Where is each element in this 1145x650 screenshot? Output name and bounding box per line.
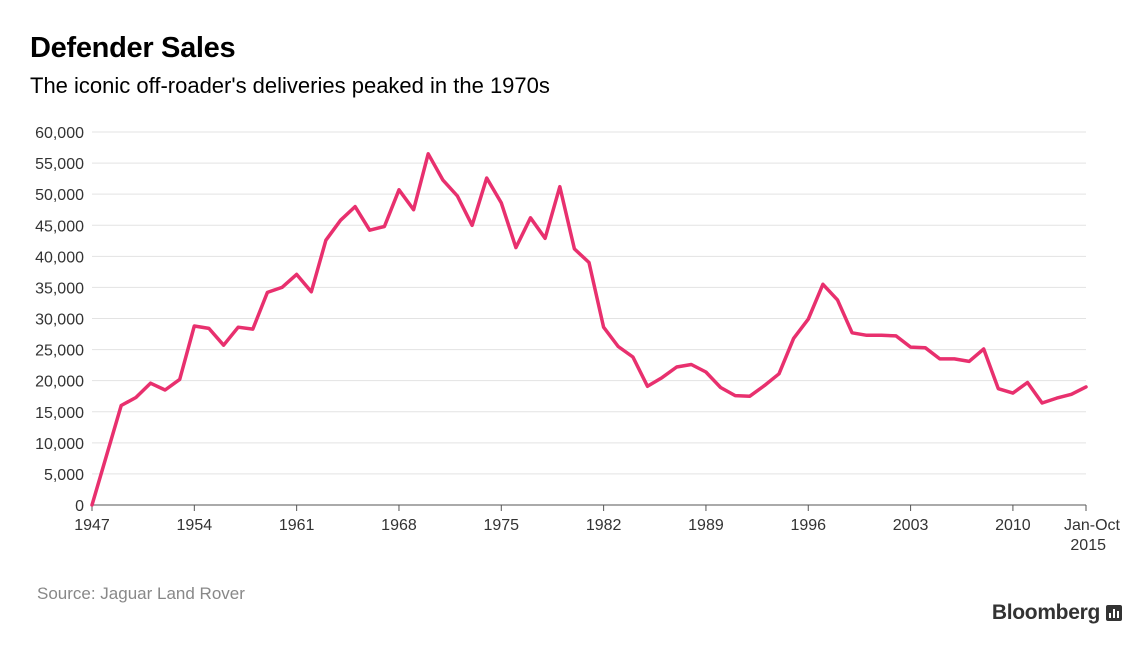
y-tick-label: 35,000 <box>35 280 84 297</box>
x-tick-label: 1982 <box>586 517 622 534</box>
y-tick-label: 55,000 <box>35 156 84 173</box>
bar-chart-icon <box>1106 605 1122 621</box>
x-tick-label: 1968 <box>381 517 417 534</box>
brand-logo: Bloomberg <box>992 601 1122 625</box>
y-tick-label: 5,000 <box>44 467 84 484</box>
x-tick-label: 1954 <box>177 517 213 534</box>
y-axis-ticks: 0 5,000 10,000 15,000 20,000 25,000 30,000 35,0… <box>35 125 84 515</box>
chart-subtitle: The iconic off-roader's deliveries peake… <box>30 73 550 98</box>
series-group <box>90 152 1088 507</box>
x-tick-label: 1961 <box>279 517 315 534</box>
x-tick-label: 1947 <box>74 517 110 534</box>
y-tick-label: 40,000 <box>35 249 84 266</box>
grid-lines <box>92 131 1086 475</box>
y-tick-label: 20,000 <box>35 374 84 391</box>
source-note: Source: Jaguar Land Rover <box>37 584 245 603</box>
series-line <box>90 152 1088 507</box>
x-tick-label: 2015 <box>1070 537 1106 554</box>
y-tick-label: 25,000 <box>35 343 84 360</box>
chart-title: Defender Sales <box>30 32 236 64</box>
y-tick-label: 15,000 <box>35 405 84 422</box>
y-tick-label: 50,000 <box>35 187 84 204</box>
x-tick-label: 1989 <box>688 517 724 534</box>
x-tick-label: 2003 <box>893 517 929 534</box>
y-tick-label: 0 <box>75 498 84 515</box>
x-axis: 1947 1954 1961 1968 1975 1982 1989 1996 2003 2010… <box>74 504 1121 554</box>
x-tick-label: Jan-Oct <box>1064 517 1121 534</box>
y-tick-label: 45,000 <box>35 218 84 235</box>
x-tick-label: 1975 <box>483 517 519 534</box>
x-tick-label: 2010 <box>995 517 1031 534</box>
x-tick-label: 1996 <box>790 517 826 534</box>
y-tick-label: 30,000 <box>35 312 84 329</box>
brand-name: Bloomberg <box>991 601 1100 624</box>
y-tick-label: 60,000 <box>35 125 84 142</box>
y-tick-label: 10,000 <box>35 436 84 453</box>
